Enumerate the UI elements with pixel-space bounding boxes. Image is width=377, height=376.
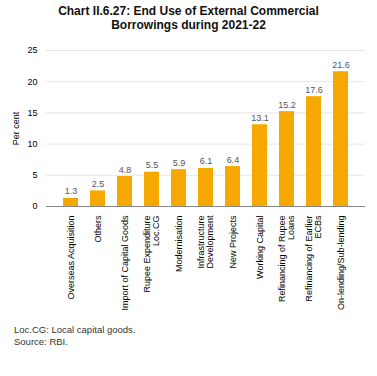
svg-text:21.6: 21.6 bbox=[332, 60, 350, 70]
svg-text:New Projects: New Projects bbox=[228, 215, 238, 269]
svg-text:Others: Others bbox=[93, 215, 103, 243]
svg-text:0: 0 bbox=[32, 201, 37, 211]
svg-text:5: 5 bbox=[32, 170, 37, 180]
svg-text:Working Capital: Working Capital bbox=[255, 216, 265, 279]
svg-text:15: 15 bbox=[27, 108, 37, 118]
svg-text:6.4: 6.4 bbox=[227, 155, 240, 165]
svg-text:Per cent: Per cent bbox=[11, 111, 21, 145]
html-text:Chart II.6.27: End Use of Exte: Chart II.6.27: End Use of External Comme… bbox=[58, 4, 319, 32]
svg-text:13.1: 13.1 bbox=[251, 113, 269, 123]
svg-text:10: 10 bbox=[27, 139, 37, 149]
svg-text:20: 20 bbox=[27, 77, 37, 87]
svg-text:17.6: 17.6 bbox=[305, 85, 323, 95]
svg-text:1.3: 1.3 bbox=[65, 186, 78, 196]
svg-text:2.5: 2.5 bbox=[92, 179, 105, 189]
svg-text:Rupee ExpenditureLoc.CG: Rupee ExpenditureLoc.CG bbox=[142, 216, 161, 293]
svg-text:25: 25 bbox=[27, 45, 37, 55]
svg-text:6.1: 6.1 bbox=[200, 156, 213, 166]
svg-text:5.9: 5.9 bbox=[173, 158, 186, 168]
svg-text:Refinancing of EarlierECBs: Refinancing of EarlierECBs bbox=[304, 215, 323, 302]
svg-text:Overseas Acquisition: Overseas Acquisition bbox=[66, 216, 76, 300]
svg-text:Import of Capital Goods: Import of Capital Goods bbox=[120, 215, 130, 311]
svg-text:On-lending/Sub-lending: On-lending/Sub-lending bbox=[336, 216, 346, 311]
html-text:Loc.CG: Local capital goods.: Loc.CG: Local capital goods. bbox=[14, 324, 136, 335]
svg-text:InfrastructureDevelopment: InfrastructureDevelopment bbox=[196, 215, 215, 269]
svg-text:5.5: 5.5 bbox=[146, 160, 159, 170]
html-text:Source: RBI.: Source: RBI. bbox=[14, 336, 68, 347]
svg-text:Refinancing of RupeeLoans: Refinancing of RupeeLoans bbox=[277, 215, 296, 302]
svg-text:15.2: 15.2 bbox=[278, 100, 296, 110]
svg-text:4.8: 4.8 bbox=[119, 165, 132, 175]
svg-text:Modernisation: Modernisation bbox=[174, 216, 184, 273]
